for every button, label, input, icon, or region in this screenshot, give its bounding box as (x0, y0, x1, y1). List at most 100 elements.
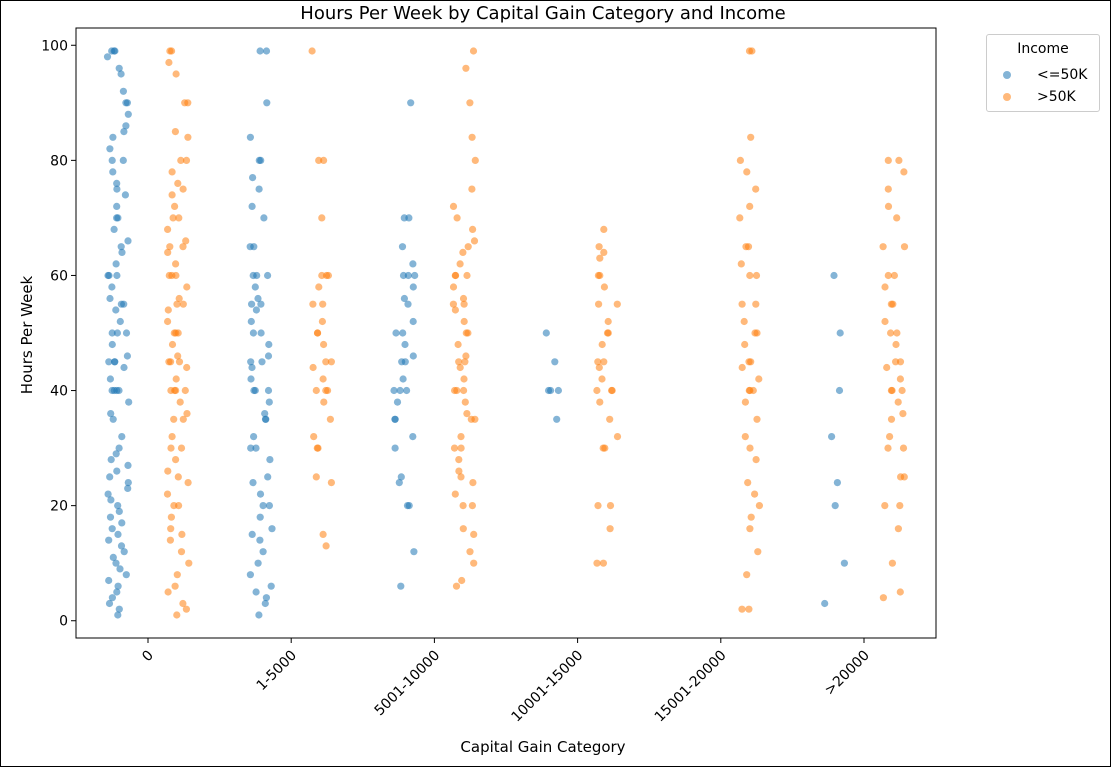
point-high-income (606, 415, 614, 423)
point-high-income (596, 271, 604, 280)
point-low-income (249, 479, 257, 487)
point-low-income (259, 502, 267, 510)
point-high-income (753, 415, 761, 423)
point-low-income (107, 496, 115, 504)
x-tick-label: 10001-15000 (509, 648, 587, 726)
y-tick-label: 40 (50, 384, 68, 400)
point-high-income (168, 168, 176, 176)
point-high-income (752, 300, 760, 308)
point-low-income (124, 237, 132, 245)
point-high-income (457, 473, 465, 481)
point-low-income (105, 358, 113, 366)
point-high-income (896, 502, 904, 510)
point-low-income (105, 536, 113, 544)
point-high-income (606, 502, 615, 510)
point-high-income (179, 599, 187, 608)
point-low-income (117, 300, 125, 308)
point-low-income (397, 582, 405, 590)
point-high-income (163, 490, 172, 498)
point-high-income (166, 47, 174, 55)
point-high-income (309, 363, 317, 372)
point-high-income (179, 415, 187, 423)
point-low-income (547, 386, 555, 395)
point-low-income (112, 260, 120, 268)
point-low-income (248, 202, 256, 210)
x-tick-label: 15001-20000 (652, 648, 730, 726)
point-high-income (744, 479, 752, 487)
point-low-income (119, 156, 127, 164)
point-low-income (109, 553, 117, 562)
point-low-income (125, 398, 133, 406)
point-low-income (249, 271, 257, 280)
point-high-income (167, 525, 175, 533)
point-high-income (181, 99, 189, 107)
point-high-income (319, 375, 327, 383)
point-high-income (745, 358, 753, 366)
point-high-income (167, 444, 175, 452)
point-low-income (840, 559, 849, 567)
point-low-income (106, 375, 114, 383)
point-low-income (114, 214, 122, 222)
point-low-income (108, 594, 116, 602)
point-high-income (449, 300, 457, 308)
point-high-income (752, 456, 760, 464)
point-low-income (409, 317, 417, 326)
point-low-income (116, 565, 124, 573)
point-high-income (320, 340, 328, 349)
point-high-income (315, 156, 323, 164)
point-low-income (411, 271, 419, 280)
point-high-income (455, 467, 463, 475)
point-low-income (118, 433, 126, 441)
point-high-income (466, 548, 474, 556)
y-axis-ticks: 0 20 40 60 80 100 (41, 38, 76, 630)
point-high-income (167, 358, 175, 366)
point-high-income (737, 260, 745, 268)
point-high-income (182, 605, 190, 613)
point-low-income (247, 375, 255, 383)
point-low-income (393, 398, 402, 406)
point-low-income (399, 329, 407, 337)
point-high-income (743, 571, 751, 579)
point-high-income (884, 156, 892, 164)
point-low-income (249, 174, 257, 182)
point-low-income (120, 363, 128, 372)
point-low-income (390, 386, 398, 395)
point-high-income (173, 300, 181, 308)
point-high-income (450, 444, 459, 452)
point-low-income (409, 260, 417, 268)
point-high-income (751, 490, 759, 498)
point-high-income (172, 260, 180, 268)
point-low-income (252, 444, 260, 452)
point-high-income (319, 300, 327, 308)
point-high-income (168, 191, 176, 199)
point-high-income (596, 254, 604, 262)
point-low-income (108, 525, 116, 533)
point-high-income (175, 214, 183, 222)
point-high-income (179, 300, 187, 308)
point-high-income (177, 444, 186, 452)
point-high-income (179, 185, 187, 193)
point-high-income (454, 340, 462, 349)
legend-marker-high-income (1003, 93, 1011, 101)
point-low-income (124, 110, 132, 118)
point-high-income (896, 375, 905, 383)
point-low-income (112, 559, 120, 567)
point-low-income (248, 300, 256, 308)
point-high-income (598, 340, 606, 349)
point-high-income (457, 433, 465, 441)
point-high-income (740, 317, 748, 326)
point-high-income (746, 525, 754, 533)
point-low-income (124, 461, 132, 469)
point-low-income (114, 502, 122, 510)
point-low-income (551, 358, 559, 366)
point-high-income (175, 358, 184, 366)
point-low-income (265, 340, 273, 349)
point-high-income (460, 375, 468, 383)
point-low-income (830, 271, 838, 280)
point-high-income (738, 363, 746, 372)
point-low-income (105, 576, 113, 585)
point-low-income (124, 479, 132, 487)
x-tick-label: >20000 (822, 648, 873, 699)
point-high-income (183, 283, 191, 291)
point-high-income (879, 594, 888, 602)
